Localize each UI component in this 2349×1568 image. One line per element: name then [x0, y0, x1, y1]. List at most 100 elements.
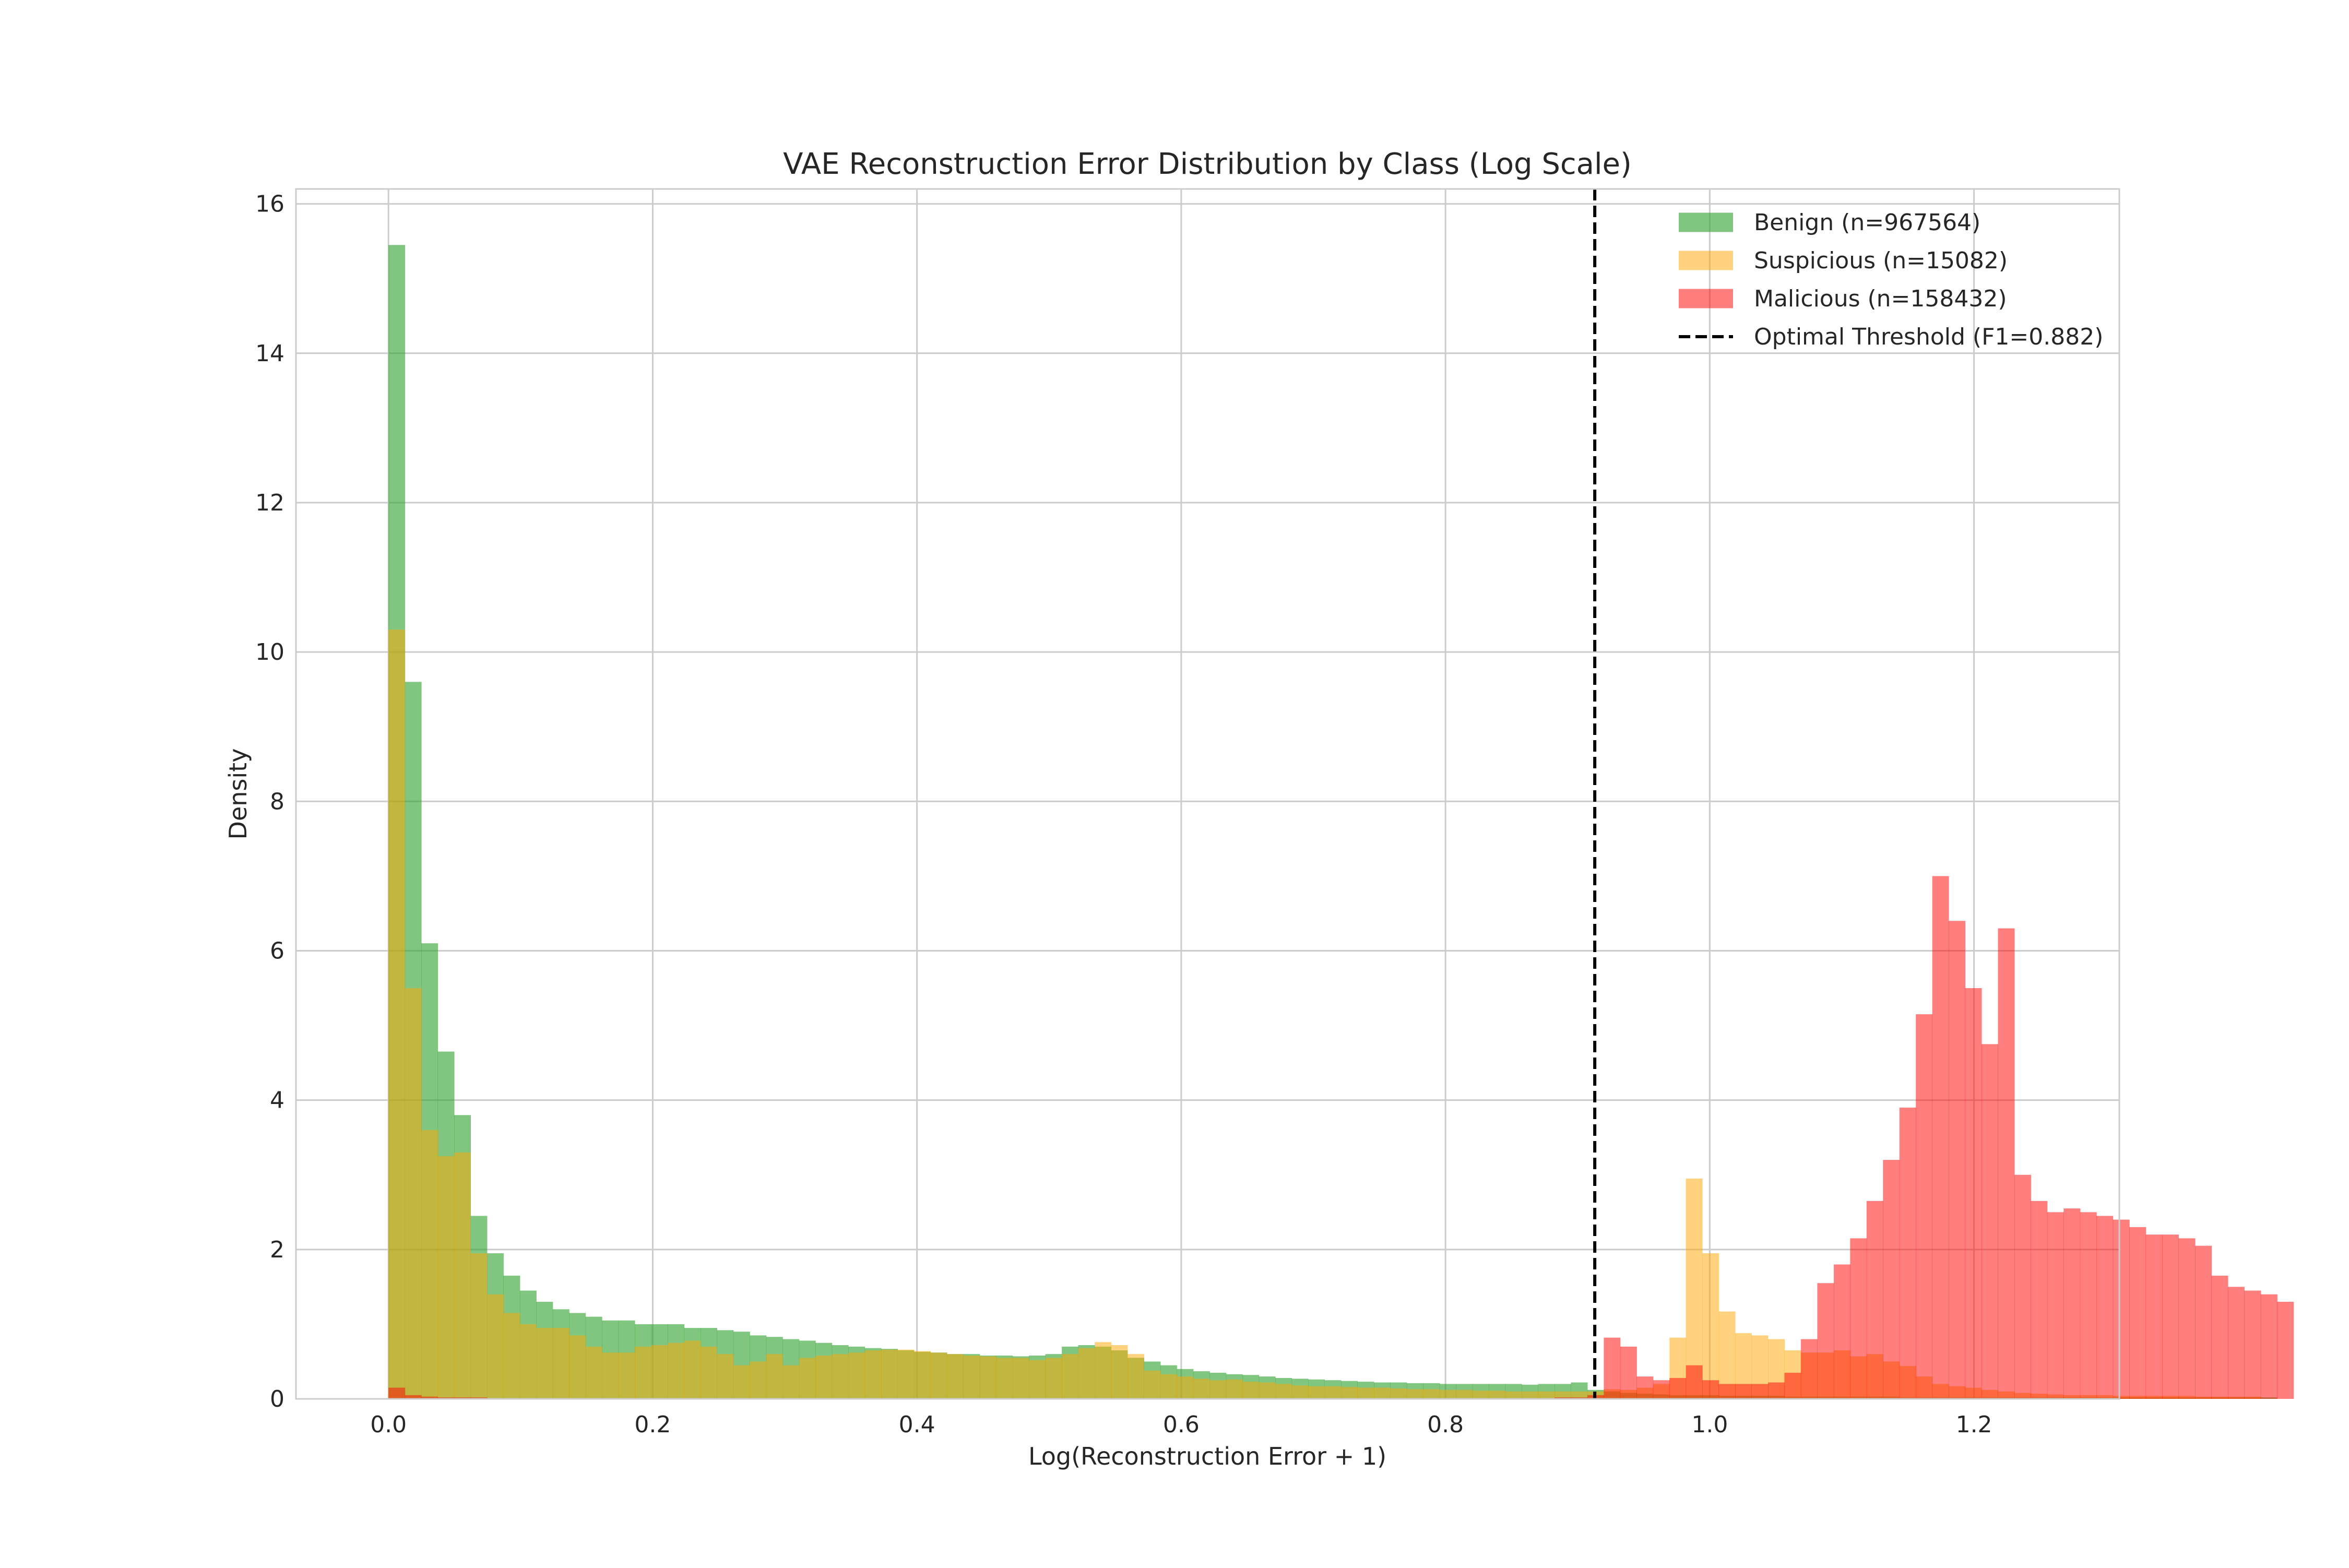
x-tick-label: 1.0: [1691, 1411, 1728, 1438]
histogram-bar: [1784, 1372, 1801, 1399]
histogram-bar: [1982, 1044, 1998, 1399]
histogram-bar: [569, 1335, 586, 1399]
histogram-bar: [996, 1358, 1013, 1399]
histogram-bar: [421, 1396, 438, 1399]
x-tick-label: 1.2: [1956, 1411, 1992, 1438]
histogram-bar: [782, 1365, 800, 1399]
histogram-bar: [1800, 1339, 1818, 1399]
histogram-bar: [1768, 1382, 1785, 1399]
y-axis-label: Density: [224, 749, 252, 840]
histogram-bar: [881, 1349, 898, 1399]
histogram-bar: [1308, 1386, 1325, 1399]
histogram-bar: [1620, 1346, 1637, 1399]
histogram-bar: [1193, 1379, 1210, 1399]
histogram-bar: [2047, 1212, 2064, 1399]
histogram-bar: [2227, 1287, 2245, 1399]
series-3-bars: [388, 876, 2294, 1399]
histogram-bar: [552, 1328, 570, 1399]
histogram-bar: [1340, 1387, 1358, 1399]
histogram-bar: [503, 1313, 520, 1399]
x-axis-label: Log(Reconstruction Error + 1): [1028, 1442, 1386, 1470]
legend-label: Optimal Threshold (F1=0.882): [1754, 324, 2103, 350]
histogram-bar: [1226, 1379, 1243, 1399]
histogram-bar: [1127, 1354, 1144, 1399]
histogram-bar: [717, 1354, 734, 1399]
histogram-bar: [832, 1354, 849, 1399]
x-tick-label: 0.6: [1163, 1411, 1200, 1438]
y-tick-label: 8: [270, 788, 284, 815]
histogram-bar: [1833, 1264, 1850, 1399]
histogram-bar: [1078, 1348, 1095, 1399]
histogram-bar: [1669, 1377, 1687, 1399]
histogram-bar: [1505, 1391, 1522, 1399]
histogram-bar: [1636, 1376, 1654, 1399]
histogram-bar: [1373, 1387, 1391, 1399]
legend-swatch: [1679, 251, 1733, 270]
histogram-bar: [848, 1352, 865, 1399]
histogram-bar: [1472, 1391, 1489, 1399]
histogram-bar: [1653, 1380, 1670, 1399]
histogram-bar: [979, 1356, 996, 1399]
histogram-bar: [2178, 1238, 2196, 1399]
histogram-bars: [388, 245, 2294, 1399]
histogram-bar: [519, 1324, 537, 1399]
y-tick-label: 10: [255, 639, 284, 666]
histogram-bar: [388, 629, 406, 1399]
histogram-bar: [1932, 876, 1949, 1399]
histogram-bar: [684, 1340, 701, 1399]
x-tick-label: 0.8: [1427, 1411, 1464, 1438]
histogram-bar: [1702, 1380, 1719, 1399]
histogram-bar: [897, 1349, 915, 1399]
histogram-bar: [963, 1356, 980, 1399]
histogram-bar: [914, 1351, 931, 1399]
histogram-bar: [1686, 1178, 1703, 1399]
y-tick-label: 2: [270, 1237, 284, 1263]
histogram-bar: [1899, 1107, 1916, 1399]
histogram-bar: [2080, 1212, 2097, 1399]
histogram-bar: [1062, 1354, 1079, 1399]
y-tick-label: 4: [270, 1087, 284, 1114]
histogram-bar: [1012, 1358, 1029, 1399]
histogram-bar: [1735, 1384, 1752, 1399]
histogram-bar: [1095, 1342, 1112, 1399]
histogram-bar: [1160, 1374, 1177, 1399]
histogram-bar: [2014, 1174, 2031, 1399]
series-2-bars: [388, 629, 2261, 1399]
histogram-bar: [1850, 1238, 1867, 1399]
histogram-bar: [2031, 1201, 2048, 1399]
histogram-bar: [1275, 1384, 1292, 1399]
histogram-bar: [1686, 1365, 1703, 1399]
histogram-bar: [1571, 1391, 1588, 1399]
histogram-bar: [1209, 1380, 1227, 1399]
y-axis-ticks: 0 2 4 6 8 10 12 14 16: [255, 191, 284, 1412]
legend-label: Suspicious (n=15082): [1754, 247, 2008, 274]
legend-swatch: [1679, 212, 1733, 232]
histogram-bar: [1949, 921, 1966, 1399]
histogram-bar: [1390, 1388, 1407, 1399]
histogram-bar: [1538, 1391, 1555, 1399]
histogram-bar: [946, 1354, 964, 1399]
histogram-bar: [1439, 1389, 1456, 1399]
histogram-bar: [2145, 1234, 2163, 1399]
histogram-bar: [1291, 1385, 1309, 1399]
histogram-bar: [1604, 1337, 1621, 1399]
histogram-bar: [2063, 1208, 2081, 1399]
histogram-bar: [2211, 1275, 2228, 1399]
histogram-bar: [1423, 1389, 1440, 1399]
histogram-bar: [2096, 1216, 2114, 1399]
histogram-bar: [437, 1156, 455, 1399]
histogram-bar: [1406, 1389, 1423, 1399]
legend: Benign (n=967564) Suspicious (n=15082) Mal…: [1679, 209, 2103, 350]
histogram-bar: [536, 1328, 553, 1399]
histogram-bar: [1965, 988, 1982, 1399]
histogram-bar: [2113, 1219, 2130, 1399]
histogram-bar: [2244, 1290, 2261, 1399]
histogram-bar: [1177, 1376, 1194, 1399]
histogram-bar: [388, 1387, 406, 1399]
histogram-bar: [1866, 1201, 1883, 1399]
x-axis-ticks: 0.0 0.2 0.4 0.6 0.8 1.0 1.2: [370, 1411, 1992, 1438]
histogram-bar: [405, 988, 422, 1399]
histogram-bar: [766, 1354, 783, 1399]
histogram-bar: [454, 1152, 471, 1399]
